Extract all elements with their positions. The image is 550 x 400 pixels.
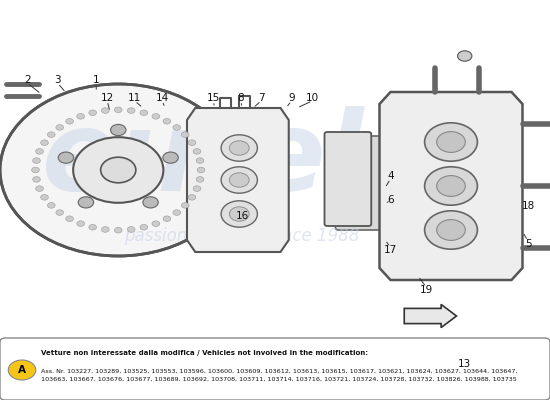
Circle shape: [0, 84, 236, 256]
Circle shape: [437, 176, 465, 196]
Circle shape: [32, 158, 40, 163]
Text: eurel: eurel: [42, 106, 365, 214]
Circle shape: [78, 197, 94, 208]
Circle shape: [173, 125, 180, 130]
Text: 2: 2: [24, 75, 31, 85]
Circle shape: [114, 107, 122, 113]
Circle shape: [188, 194, 196, 200]
Text: 16: 16: [235, 211, 249, 221]
Text: 6: 6: [387, 195, 394, 205]
Circle shape: [56, 210, 64, 215]
Text: 3: 3: [54, 75, 61, 85]
Circle shape: [77, 114, 85, 119]
Circle shape: [140, 110, 148, 116]
Circle shape: [221, 135, 257, 161]
Circle shape: [101, 108, 109, 113]
Text: 18: 18: [521, 201, 535, 211]
Circle shape: [182, 202, 189, 208]
Circle shape: [47, 132, 55, 138]
Text: Ass. Nr. 103227, 103289, 103525, 103553, 103596, 103600, 103609, 103612, 103613,: Ass. Nr. 103227, 103289, 103525, 103553,…: [41, 369, 518, 382]
Circle shape: [66, 118, 74, 124]
Circle shape: [77, 221, 85, 226]
Text: 19: 19: [420, 285, 433, 295]
Text: A: A: [18, 365, 26, 375]
Text: 14: 14: [156, 93, 169, 103]
FancyBboxPatch shape: [336, 136, 382, 230]
Circle shape: [437, 220, 465, 240]
Text: 7: 7: [258, 93, 265, 103]
Circle shape: [163, 118, 170, 124]
Text: 12: 12: [101, 93, 114, 103]
Text: 15: 15: [207, 93, 220, 103]
Circle shape: [89, 110, 96, 116]
Circle shape: [229, 207, 249, 221]
Circle shape: [128, 108, 135, 113]
Circle shape: [152, 221, 160, 226]
Circle shape: [229, 173, 249, 187]
Circle shape: [36, 148, 43, 154]
Circle shape: [193, 186, 201, 192]
Polygon shape: [379, 92, 522, 280]
FancyBboxPatch shape: [324, 132, 371, 226]
Text: Vetture non interessate dalla modifica / Vehicles not involved in the modificati: Vetture non interessate dalla modifica /…: [41, 350, 369, 356]
Circle shape: [114, 227, 122, 233]
Text: 5: 5: [525, 239, 531, 249]
Polygon shape: [187, 108, 289, 252]
Circle shape: [66, 216, 74, 222]
Circle shape: [140, 224, 148, 230]
Circle shape: [197, 167, 205, 173]
Circle shape: [58, 152, 74, 163]
Circle shape: [8, 360, 36, 380]
Circle shape: [56, 125, 64, 130]
Circle shape: [163, 152, 178, 163]
Circle shape: [89, 224, 96, 230]
Text: 1: 1: [93, 75, 100, 85]
Text: 9: 9: [288, 93, 295, 103]
FancyArrow shape: [404, 304, 456, 328]
Text: passion for parts since 1988: passion for parts since 1988: [124, 227, 360, 245]
Circle shape: [221, 167, 257, 193]
Circle shape: [101, 157, 136, 183]
Text: 10: 10: [306, 93, 319, 103]
Text: 11: 11: [128, 93, 141, 103]
Circle shape: [41, 140, 48, 146]
Circle shape: [193, 148, 201, 154]
Circle shape: [229, 141, 249, 155]
Circle shape: [47, 202, 55, 208]
Circle shape: [173, 210, 180, 215]
Circle shape: [41, 194, 48, 200]
Circle shape: [221, 201, 257, 227]
Circle shape: [32, 177, 40, 182]
Circle shape: [128, 227, 135, 232]
Circle shape: [111, 124, 126, 136]
Circle shape: [73, 137, 163, 203]
Circle shape: [437, 132, 465, 152]
Text: 13: 13: [458, 359, 471, 369]
Circle shape: [163, 216, 170, 222]
Circle shape: [32, 167, 40, 173]
Circle shape: [188, 140, 196, 146]
Circle shape: [425, 211, 477, 249]
Circle shape: [458, 51, 472, 61]
Circle shape: [425, 123, 477, 161]
Circle shape: [143, 197, 158, 208]
Circle shape: [425, 167, 477, 205]
Circle shape: [196, 158, 204, 163]
Circle shape: [101, 227, 109, 232]
Circle shape: [196, 177, 204, 182]
FancyBboxPatch shape: [0, 338, 550, 400]
Text: 17: 17: [384, 245, 397, 255]
Circle shape: [152, 114, 160, 119]
Text: 8: 8: [238, 93, 244, 103]
Circle shape: [36, 186, 43, 192]
Text: 4: 4: [387, 171, 394, 181]
Circle shape: [182, 132, 189, 138]
